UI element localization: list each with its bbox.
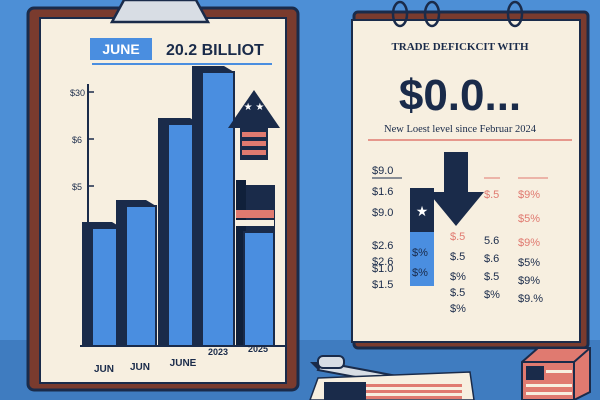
month-tag: JUNE [102,41,139,57]
bar [192,66,235,347]
table-cell: $9% [518,189,540,201]
table-cell: $.5 [450,231,465,243]
down-arrow-icon [428,152,484,226]
y-tick-label: $6 [72,135,82,145]
table-column-4: $.5 5.6 $.6 $.5 $% [484,189,500,301]
deficit-heading: TRADE DEFICKCIT WITH [391,41,529,53]
table-cell: $1.5 [372,279,393,291]
table-cell: $9% [518,237,540,249]
table-cell: $9% [518,275,540,287]
flag-cube-icon [521,347,591,400]
table-cell: $9.0 [372,165,393,177]
table-column-1: $9.0 $1.6 $9.0 $2.6 $2.6 $1.0 $1.5 [372,165,393,291]
table-cell: 5.6 [484,235,499,247]
table-cell: $.5 [450,251,465,263]
bar [116,200,157,347]
table-cell: $5% [518,213,540,225]
table-column-2: $% $% [412,247,428,279]
svg-text:★ ★: ★ ★ [244,102,265,113]
table-cell: $.5 [484,271,499,283]
up-arrow-icon: ★ ★ [228,90,280,160]
table-column-5: $9% $5% $9% $5% $9% $9.% [518,189,543,305]
x-tick-label: 2025 [248,344,268,354]
table-cell: $2.6 [372,256,393,268]
x-tick-label: JUNE [170,358,197,369]
bar [236,180,275,347]
table-cell: $1.0 [372,263,393,275]
x-tick-label: 2023 [208,347,228,357]
table-cell: $9.0 [372,207,393,219]
table-cell: $% [450,271,466,283]
deficit-subheading: New Loest level since Februar 2024 [384,124,537,135]
deficit-value: $0.0... [399,71,521,120]
month-tag-box [90,38,152,60]
y-tick-label: $30 [70,88,85,98]
table-cell: $% [412,267,428,279]
spiral-rings [391,0,524,28]
table-cell: $.6 [484,253,499,265]
x-tick-label: JUN [130,362,150,373]
right-notepad: TRADE DEFICKCIT WITH $0.0... New Loest l… [351,0,590,350]
table-cell: $5% [518,257,540,269]
y-tick-label: $5 [72,182,82,192]
table-column-3: $.5 $.5 $% $.5 $% [450,231,466,315]
table-cell: $% [450,303,466,315]
table-cell: $% [484,289,500,301]
flag-card [309,371,475,400]
table-cell: $9.% [518,293,543,305]
table-cell: $2.6 [372,240,393,252]
headline: 20.2 BILLIOT [166,42,264,59]
x-tick-label: JUN [94,364,114,375]
star-icon: ★ [416,203,429,219]
left-clipboard: JUNE 20.2 BILLIOT $30 $6 $5 [26,0,300,392]
table-cell: $.5 [484,189,499,201]
table-cell: $.5 [450,287,465,299]
table-cell: $% [412,247,428,259]
clipboard-clip [109,0,211,24]
table-cell: $1.6 [372,186,393,198]
